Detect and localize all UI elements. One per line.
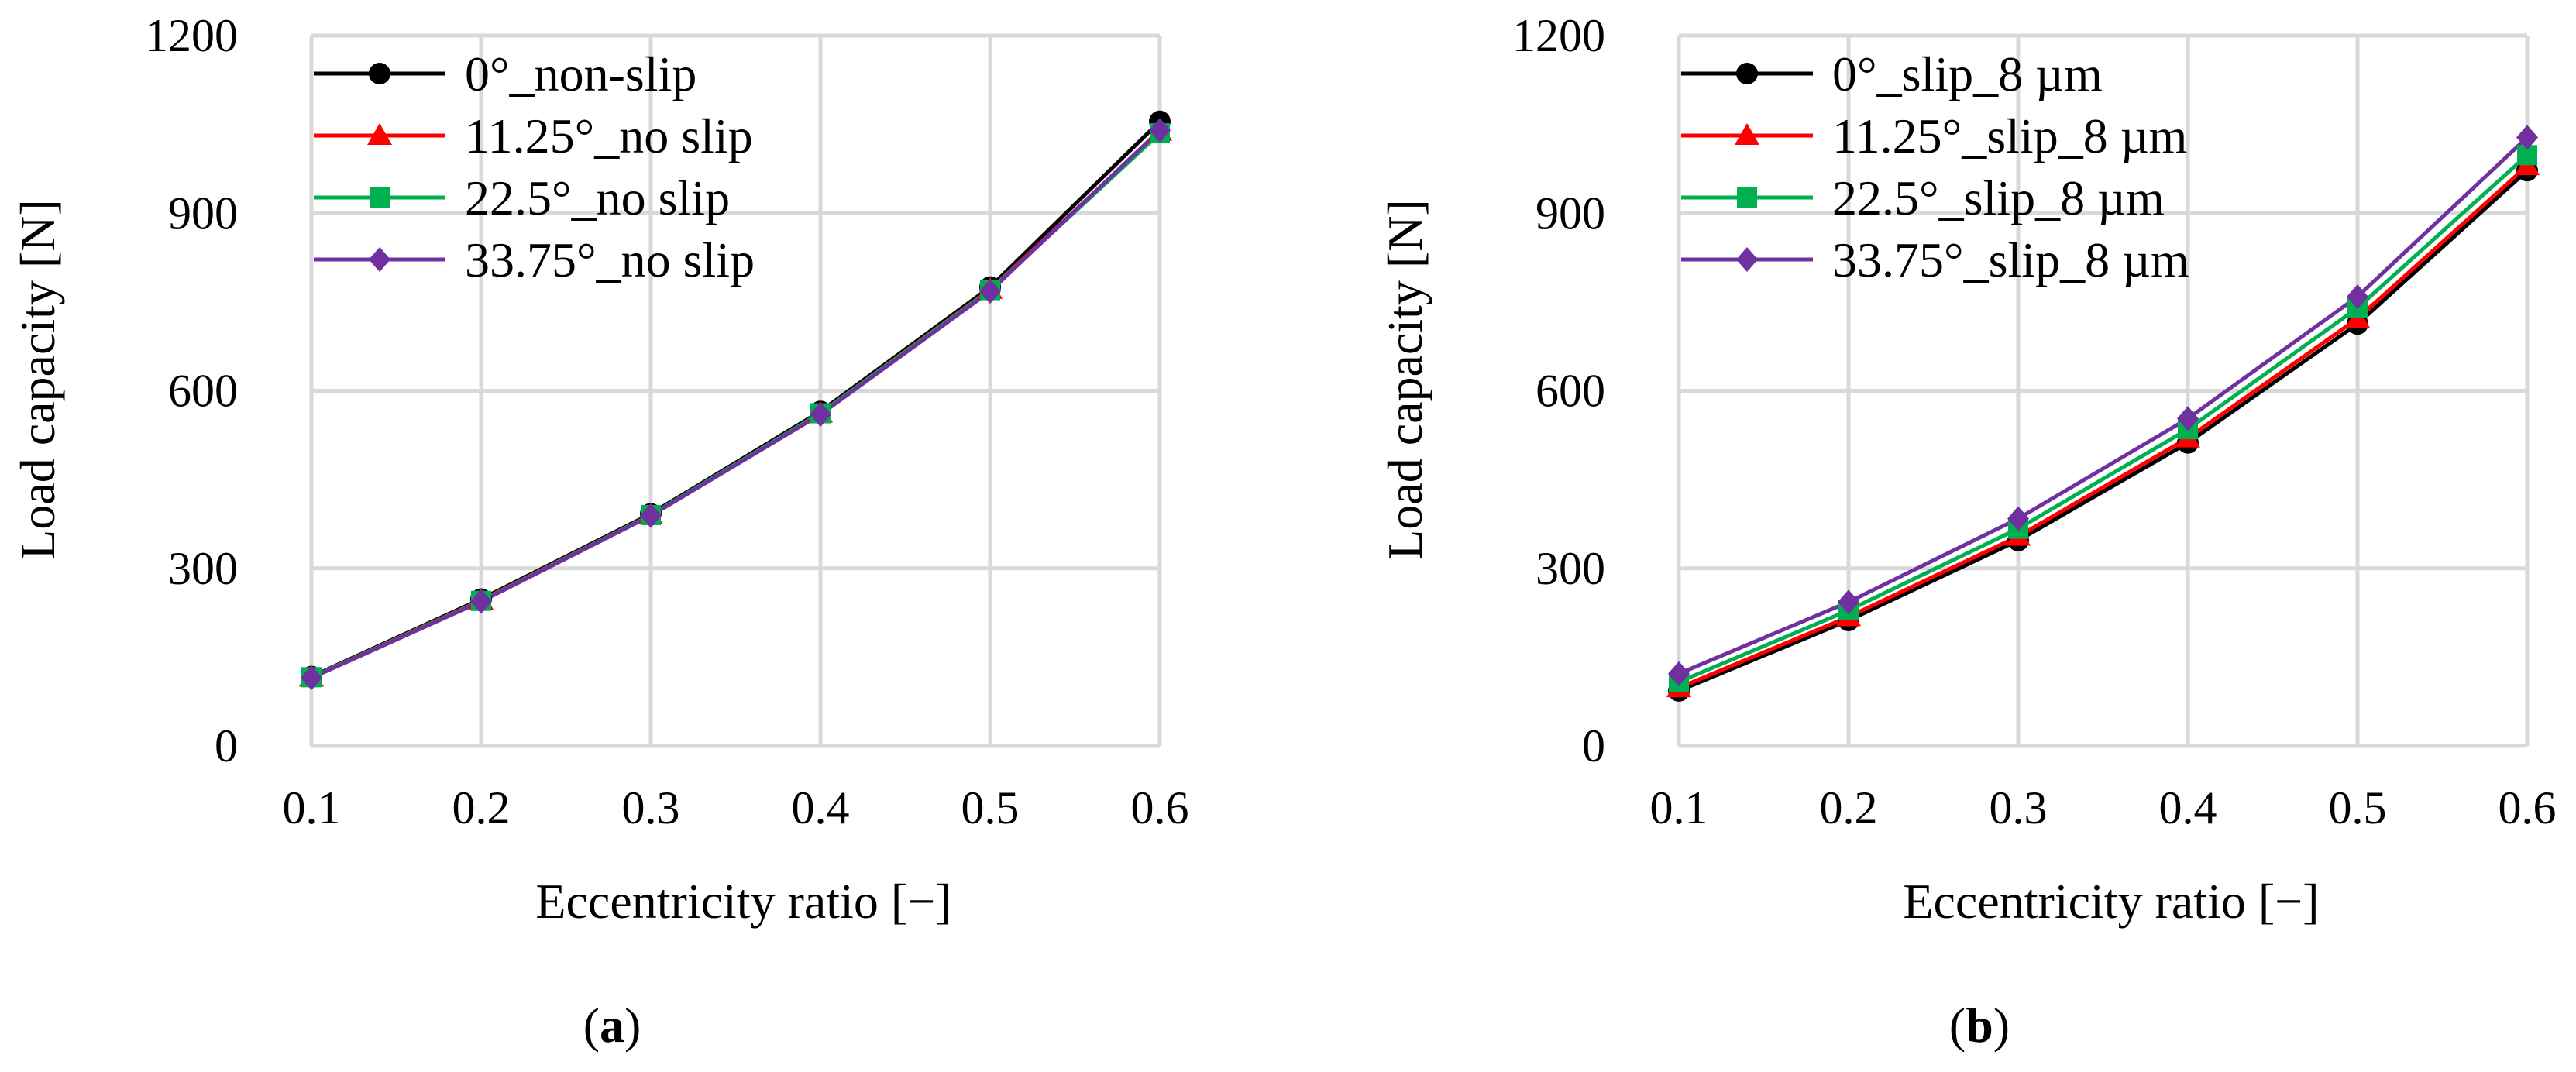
panel-label-close-a: ) — [624, 998, 641, 1053]
data-point-diamond — [1149, 118, 1171, 143]
x-tick-label: 0.5 — [961, 782, 1020, 833]
data-point-diamond — [301, 665, 322, 691]
x-tick-label: 0.4 — [2159, 782, 2217, 833]
panel-label-open-a: ( — [583, 998, 600, 1053]
y-tick-labels-a: 0 300 600 900 1200 — [145, 10, 238, 771]
data-point-diamond — [470, 589, 492, 614]
legend-label: 22.5°_no slip — [465, 170, 730, 225]
y-tick-label: 0 — [215, 720, 238, 771]
x-tick-label: 0.3 — [622, 782, 680, 833]
legend-label: 11.25°_slip_8 µm — [1832, 108, 2187, 163]
data-point-diamond — [2177, 406, 2199, 431]
legend-marker-diamond — [1736, 247, 1758, 272]
y-tick-label: 600 — [1536, 366, 1605, 417]
legend-label: 33.75°_no slip — [465, 232, 755, 287]
panel-label-b: (b) — [1949, 998, 2010, 1053]
data-point-diamond — [640, 503, 662, 528]
y-axis-label-a: Load capacity [N] — [10, 199, 65, 560]
panel-label-open-b: ( — [1949, 998, 1966, 1053]
legend-label: 0°_non-slip — [465, 46, 696, 101]
legend-marker-circle — [1736, 63, 1758, 84]
legend-marker-square — [1737, 187, 1757, 208]
series-line — [1678, 153, 2529, 684]
legend-label: 0°_slip_8 µm — [1832, 46, 2103, 101]
x-tick-label: 0.6 — [1131, 782, 1189, 833]
x-tick-label: 0.4 — [792, 782, 850, 833]
legend-marker-triangle — [367, 123, 392, 145]
grid-a — [309, 33, 1162, 748]
series-line — [1678, 169, 2529, 693]
panel-label-letter-b: b — [1966, 998, 1993, 1053]
y-tick-label: 900 — [168, 187, 238, 239]
data-point-diamond — [2007, 506, 2029, 531]
x-tick-label: 0.2 — [1820, 782, 1878, 833]
legend-label: 11.25°_no slip — [465, 108, 753, 163]
x-tick-label: 0.1 — [1650, 782, 1708, 833]
x-tick-label: 0.3 — [1990, 782, 2048, 833]
y-tick-label: 1200 — [1512, 10, 1605, 61]
x-tick-label: 0.1 — [283, 782, 341, 833]
chart-panel-a: 0 300 600 900 1200 0.1 0.2 0.3 0.4 0.5 0.6 Load c… — [10, 10, 1189, 1053]
series-group-b — [1666, 125, 2540, 702]
legend-marker-circle — [369, 63, 390, 84]
series-group-a — [299, 110, 1172, 691]
series-line — [1678, 136, 2529, 676]
data-point-diamond — [979, 279, 1001, 304]
y-tick-labels-b: 0 300 600 900 1200 — [1512, 10, 1605, 771]
x-tick-labels-b: 0.1 0.2 0.3 0.4 0.5 0.6 — [1650, 782, 2557, 833]
series-line — [310, 129, 1161, 680]
series-line — [310, 120, 1161, 679]
legend-label: 22.5°_slip_8 µm — [1832, 170, 2165, 225]
legend-a: 0°_non-slip 11.25°_no slip 22.5°_no slip 33… — [314, 46, 755, 287]
panel-label-close-b: ) — [1993, 998, 2010, 1053]
y-tick-label: 1200 — [145, 10, 238, 61]
x-axis-label-a: Eccentricity ratio [−] — [535, 874, 951, 929]
data-point-diamond — [2516, 125, 2538, 150]
y-tick-label: 0 — [1582, 720, 1605, 771]
x-tick-label: 0.6 — [2499, 782, 2557, 833]
y-tick-label: 300 — [1536, 543, 1605, 594]
panel-label-a: (a) — [583, 998, 641, 1053]
legend-label: 33.75°_slip_8 µm — [1832, 232, 2189, 287]
x-tick-labels-a: 0.1 0.2 0.3 0.4 0.5 0.6 — [283, 782, 1189, 833]
legend-marker-triangle — [1735, 123, 1759, 145]
data-point-diamond — [1668, 661, 1690, 686]
y-tick-label: 600 — [168, 366, 238, 417]
data-point-diamond — [1838, 589, 1859, 615]
legend-marker-diamond — [369, 247, 390, 272]
y-axis-label-b: Load capacity [N] — [1377, 199, 1432, 560]
series-line — [1678, 164, 2529, 690]
grid-b — [1677, 33, 2530, 748]
legend-b: 0°_slip_8 µm 11.25°_slip_8 µm 22.5°_slip_8… — [1681, 46, 2189, 287]
y-tick-label: 900 — [1536, 187, 1605, 239]
data-point-diamond — [810, 402, 831, 428]
x-tick-label: 0.5 — [2329, 782, 2387, 833]
chart-panel-b: 0 300 600 900 1200 0.1 0.2 0.3 0.4 0.5 0.6 Load c… — [1377, 10, 2557, 1053]
x-tick-label: 0.2 — [452, 782, 511, 833]
x-axis-label-b: Eccentricity ratio [−] — [1903, 874, 2319, 929]
y-tick-label: 300 — [168, 543, 238, 594]
legend-marker-square — [370, 187, 390, 208]
panel-label-letter-a: a — [600, 998, 624, 1053]
data-point-diamond — [2347, 283, 2368, 309]
